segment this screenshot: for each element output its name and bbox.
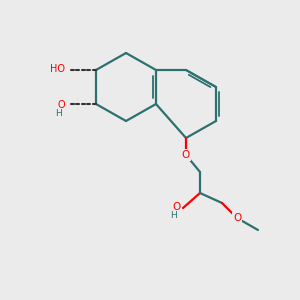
Text: HO: HO — [50, 64, 65, 74]
Text: O: O — [173, 202, 181, 212]
Text: H: H — [170, 211, 177, 220]
Text: O: O — [182, 150, 190, 160]
Text: O: O — [57, 100, 65, 110]
Text: H: H — [55, 109, 62, 118]
Text: O: O — [233, 213, 241, 223]
